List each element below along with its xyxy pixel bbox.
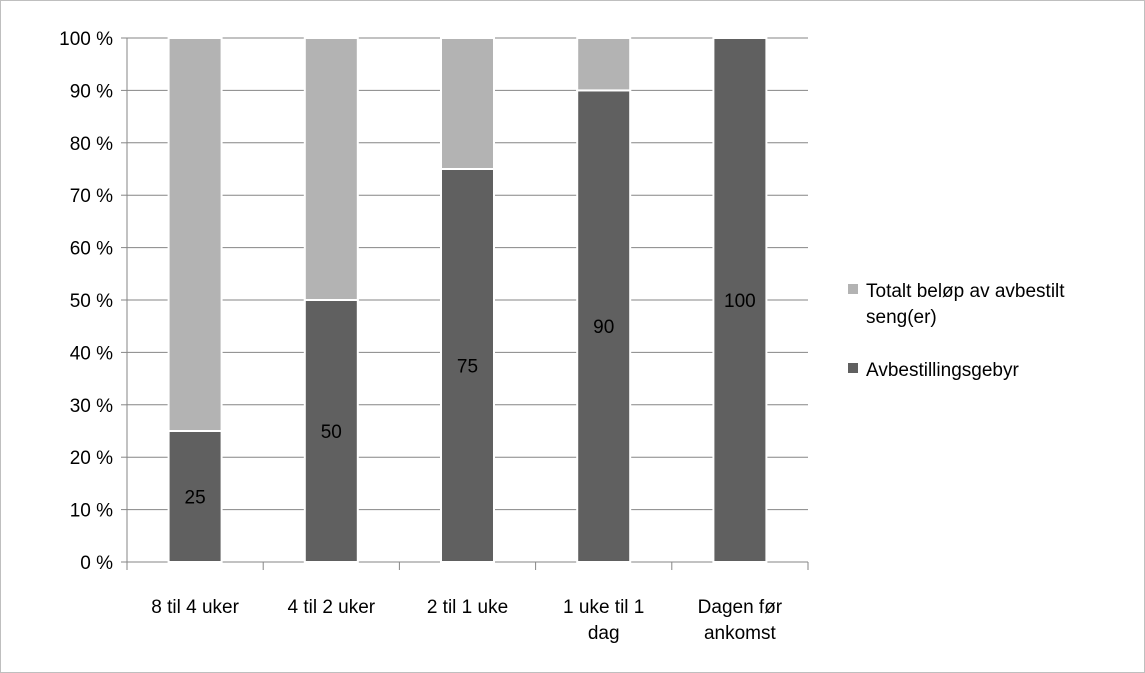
data-labels: 25 50 75 90 100 bbox=[185, 291, 756, 509]
x-category-label: 2 til 1 uke bbox=[427, 597, 508, 618]
x-category-label: 8 til 4 uker bbox=[151, 597, 239, 618]
data-label: 50 bbox=[321, 422, 342, 443]
bar-segment-avbestillingsgebyr bbox=[576, 89, 632, 564]
y-tick-label: 10 % bbox=[70, 501, 113, 522]
bar-segment-avbestillingsgebyr bbox=[712, 37, 768, 563]
x-category-label: 1 uke til 1 dag bbox=[563, 597, 644, 644]
bar-segment-totalt-belop bbox=[303, 37, 359, 301]
bar-segment-avbestillingsgebyr bbox=[167, 430, 223, 563]
y-tick-label: 30 % bbox=[70, 396, 113, 417]
y-tick-label: 80 % bbox=[70, 134, 113, 155]
data-label: 100 bbox=[724, 291, 756, 312]
bar-segment-totalt-belop bbox=[167, 37, 223, 432]
legend-swatch bbox=[848, 363, 858, 373]
x-category-label: Dagen før ankomst bbox=[698, 597, 783, 644]
legend: Totalt beløp av avbestilt seng(er) Avbesti… bbox=[848, 281, 1065, 381]
legend-label: Totalt beløp av avbestilt seng(er) bbox=[866, 281, 1065, 328]
y-tick-label: 20 % bbox=[70, 448, 113, 469]
y-tick-label: 90 % bbox=[70, 81, 113, 102]
legend-swatch bbox=[848, 284, 858, 294]
data-label: 75 bbox=[457, 357, 478, 378]
y-tick-label: 60 % bbox=[70, 239, 113, 260]
y-tick-label: 40 % bbox=[70, 343, 113, 364]
legend-label: Avbestillingsgebyr bbox=[866, 360, 1019, 381]
bar-segment-avbestillingsgebyr bbox=[303, 299, 359, 563]
bars bbox=[167, 37, 768, 564]
y-tick-label: 100 % bbox=[59, 29, 113, 50]
y-tick-label: 70 % bbox=[70, 186, 113, 207]
data-label: 25 bbox=[185, 488, 206, 509]
y-tick-label: 50 % bbox=[70, 291, 113, 312]
bar-segment-totalt-belop bbox=[440, 37, 495, 170]
data-label: 90 bbox=[593, 317, 614, 338]
x-category-label: 4 til 2 uker bbox=[287, 597, 375, 618]
bar-segment-totalt-belop bbox=[576, 37, 632, 92]
bar-segment-avbestillingsgebyr bbox=[440, 168, 495, 563]
y-tick-label: 0 % bbox=[80, 553, 113, 574]
axes: 0 % 10 % 20 % 30 % 40 % 50 % 60 % 70 % 80 % 90 % 1… bbox=[59, 29, 809, 644]
